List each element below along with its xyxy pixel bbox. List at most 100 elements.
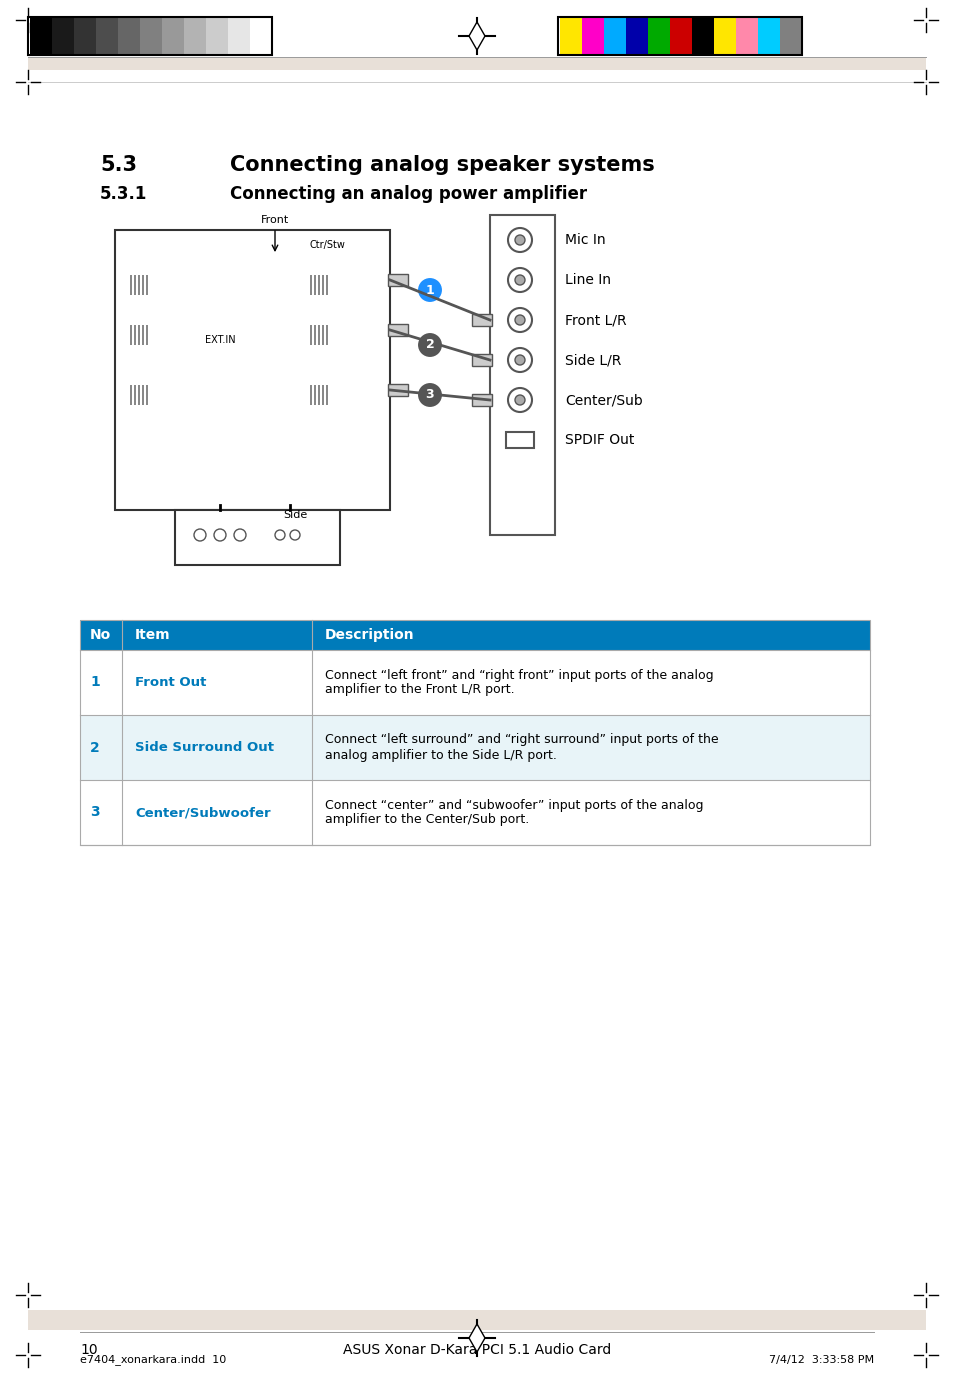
Text: Item: Item xyxy=(135,627,171,643)
Text: Line In: Line In xyxy=(564,272,610,288)
Bar xyxy=(28,17,272,55)
Circle shape xyxy=(233,528,246,541)
Circle shape xyxy=(515,275,524,285)
Bar xyxy=(138,385,140,405)
Circle shape xyxy=(416,383,442,409)
Circle shape xyxy=(515,315,524,325)
Text: Side Surround Out: Side Surround Out xyxy=(135,742,274,754)
Bar xyxy=(669,17,691,55)
Text: Connect “left surround” and “right surround” input ports of the
analog amplifier: Connect “left surround” and “right surro… xyxy=(325,733,718,761)
Bar xyxy=(28,58,925,70)
Circle shape xyxy=(416,332,442,358)
Bar xyxy=(647,17,669,55)
Bar xyxy=(115,230,390,510)
Bar xyxy=(758,17,780,55)
Text: Ctr/Stw: Ctr/Stw xyxy=(310,239,346,250)
Bar xyxy=(735,17,758,55)
Bar xyxy=(130,325,132,345)
Text: Mic In: Mic In xyxy=(564,233,605,248)
Bar xyxy=(80,780,869,845)
Text: Center/Sub: Center/Sub xyxy=(564,394,642,407)
Bar xyxy=(206,17,228,55)
Text: Front: Front xyxy=(260,215,289,226)
Bar xyxy=(30,17,52,55)
Polygon shape xyxy=(469,1324,484,1353)
Bar xyxy=(603,17,625,55)
Text: 2: 2 xyxy=(90,740,100,754)
Text: 7/4/12  3:33:58 PM: 7/4/12 3:33:58 PM xyxy=(768,1355,873,1365)
Circle shape xyxy=(507,388,532,411)
Bar xyxy=(184,17,206,55)
Bar xyxy=(322,385,324,405)
Text: 3: 3 xyxy=(90,805,99,820)
Bar xyxy=(490,215,555,535)
Bar xyxy=(228,17,250,55)
Bar xyxy=(472,394,492,406)
Circle shape xyxy=(290,530,299,539)
Circle shape xyxy=(515,395,524,405)
Circle shape xyxy=(416,277,442,303)
Text: 10: 10 xyxy=(80,1343,97,1357)
Bar xyxy=(472,314,492,326)
Bar xyxy=(130,275,132,294)
Bar xyxy=(80,716,869,780)
Text: Front L/R: Front L/R xyxy=(564,312,626,327)
Text: EXT.IN: EXT.IN xyxy=(205,334,235,345)
Bar xyxy=(140,17,162,55)
Text: No: No xyxy=(90,627,112,643)
Bar xyxy=(713,17,735,55)
Text: 5.3.1: 5.3.1 xyxy=(100,184,147,204)
Text: 5.3: 5.3 xyxy=(100,155,137,175)
Text: Description: Description xyxy=(325,627,415,643)
Bar xyxy=(322,325,324,345)
Text: 3: 3 xyxy=(425,388,434,402)
Bar xyxy=(388,274,408,286)
Bar xyxy=(96,17,118,55)
Circle shape xyxy=(193,528,206,541)
Bar xyxy=(250,17,272,55)
Circle shape xyxy=(274,530,285,539)
Circle shape xyxy=(507,348,532,372)
Bar xyxy=(314,385,315,405)
Bar xyxy=(28,1310,925,1331)
Bar xyxy=(314,325,315,345)
Bar xyxy=(133,275,136,294)
Bar xyxy=(310,275,312,294)
Bar xyxy=(138,275,140,294)
Bar xyxy=(52,17,74,55)
Text: Connecting analog speaker systems: Connecting analog speaker systems xyxy=(230,155,654,175)
Bar xyxy=(74,17,96,55)
Circle shape xyxy=(507,308,532,332)
Bar xyxy=(326,275,328,294)
Bar xyxy=(174,510,339,566)
Text: Center/Subwoofer: Center/Subwoofer xyxy=(135,806,271,819)
Bar xyxy=(326,325,328,345)
Bar xyxy=(130,385,132,405)
Circle shape xyxy=(515,355,524,365)
Circle shape xyxy=(515,235,524,245)
Bar xyxy=(559,17,581,55)
Bar xyxy=(322,275,324,294)
Text: Side L/R: Side L/R xyxy=(564,354,620,367)
Text: Front Out: Front Out xyxy=(135,676,206,689)
Text: 2: 2 xyxy=(425,338,434,351)
Bar xyxy=(162,17,184,55)
Bar xyxy=(118,17,140,55)
Bar xyxy=(581,17,603,55)
Bar xyxy=(146,385,148,405)
Bar xyxy=(310,385,312,405)
Bar xyxy=(133,325,136,345)
Text: 1: 1 xyxy=(425,283,434,296)
Circle shape xyxy=(213,528,226,541)
Bar xyxy=(388,323,408,336)
Bar xyxy=(80,621,869,845)
Bar xyxy=(142,385,144,405)
Text: Connect “center” and “subwoofer” input ports of the analog
amplifier to the Cent: Connect “center” and “subwoofer” input p… xyxy=(325,798,702,827)
Text: Side: Side xyxy=(283,510,307,520)
Bar xyxy=(317,385,319,405)
Text: ASUS Xonar D-Kara PCI 5.1 Audio Card: ASUS Xonar D-Kara PCI 5.1 Audio Card xyxy=(342,1343,611,1357)
Bar xyxy=(310,325,312,345)
Bar xyxy=(80,621,869,649)
Bar xyxy=(142,275,144,294)
Text: Connecting an analog power amplifier: Connecting an analog power amplifier xyxy=(230,184,586,204)
